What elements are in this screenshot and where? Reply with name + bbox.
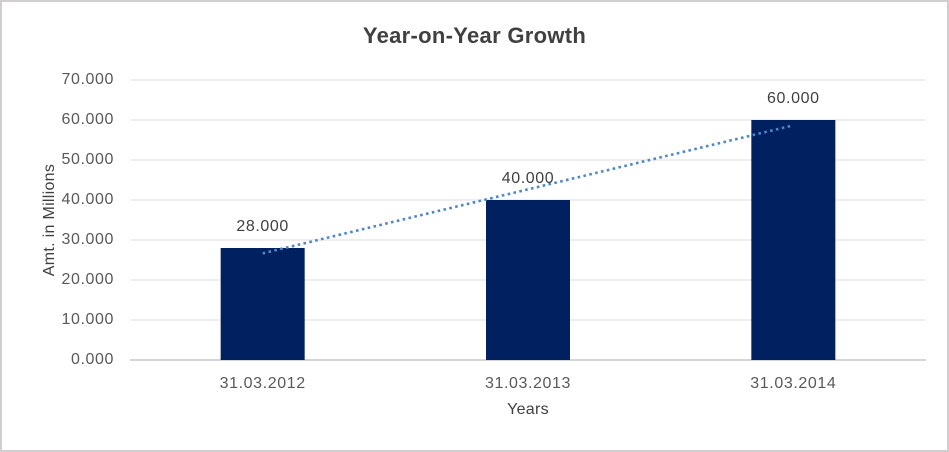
bar-31.03.2013	[486, 200, 570, 360]
chart-title: Year-on-Year Growth	[362, 23, 587, 48]
bar-31.03.2014	[751, 120, 836, 360]
bar-31.03.2012	[220, 248, 305, 360]
trendline	[262, 124, 794, 255]
